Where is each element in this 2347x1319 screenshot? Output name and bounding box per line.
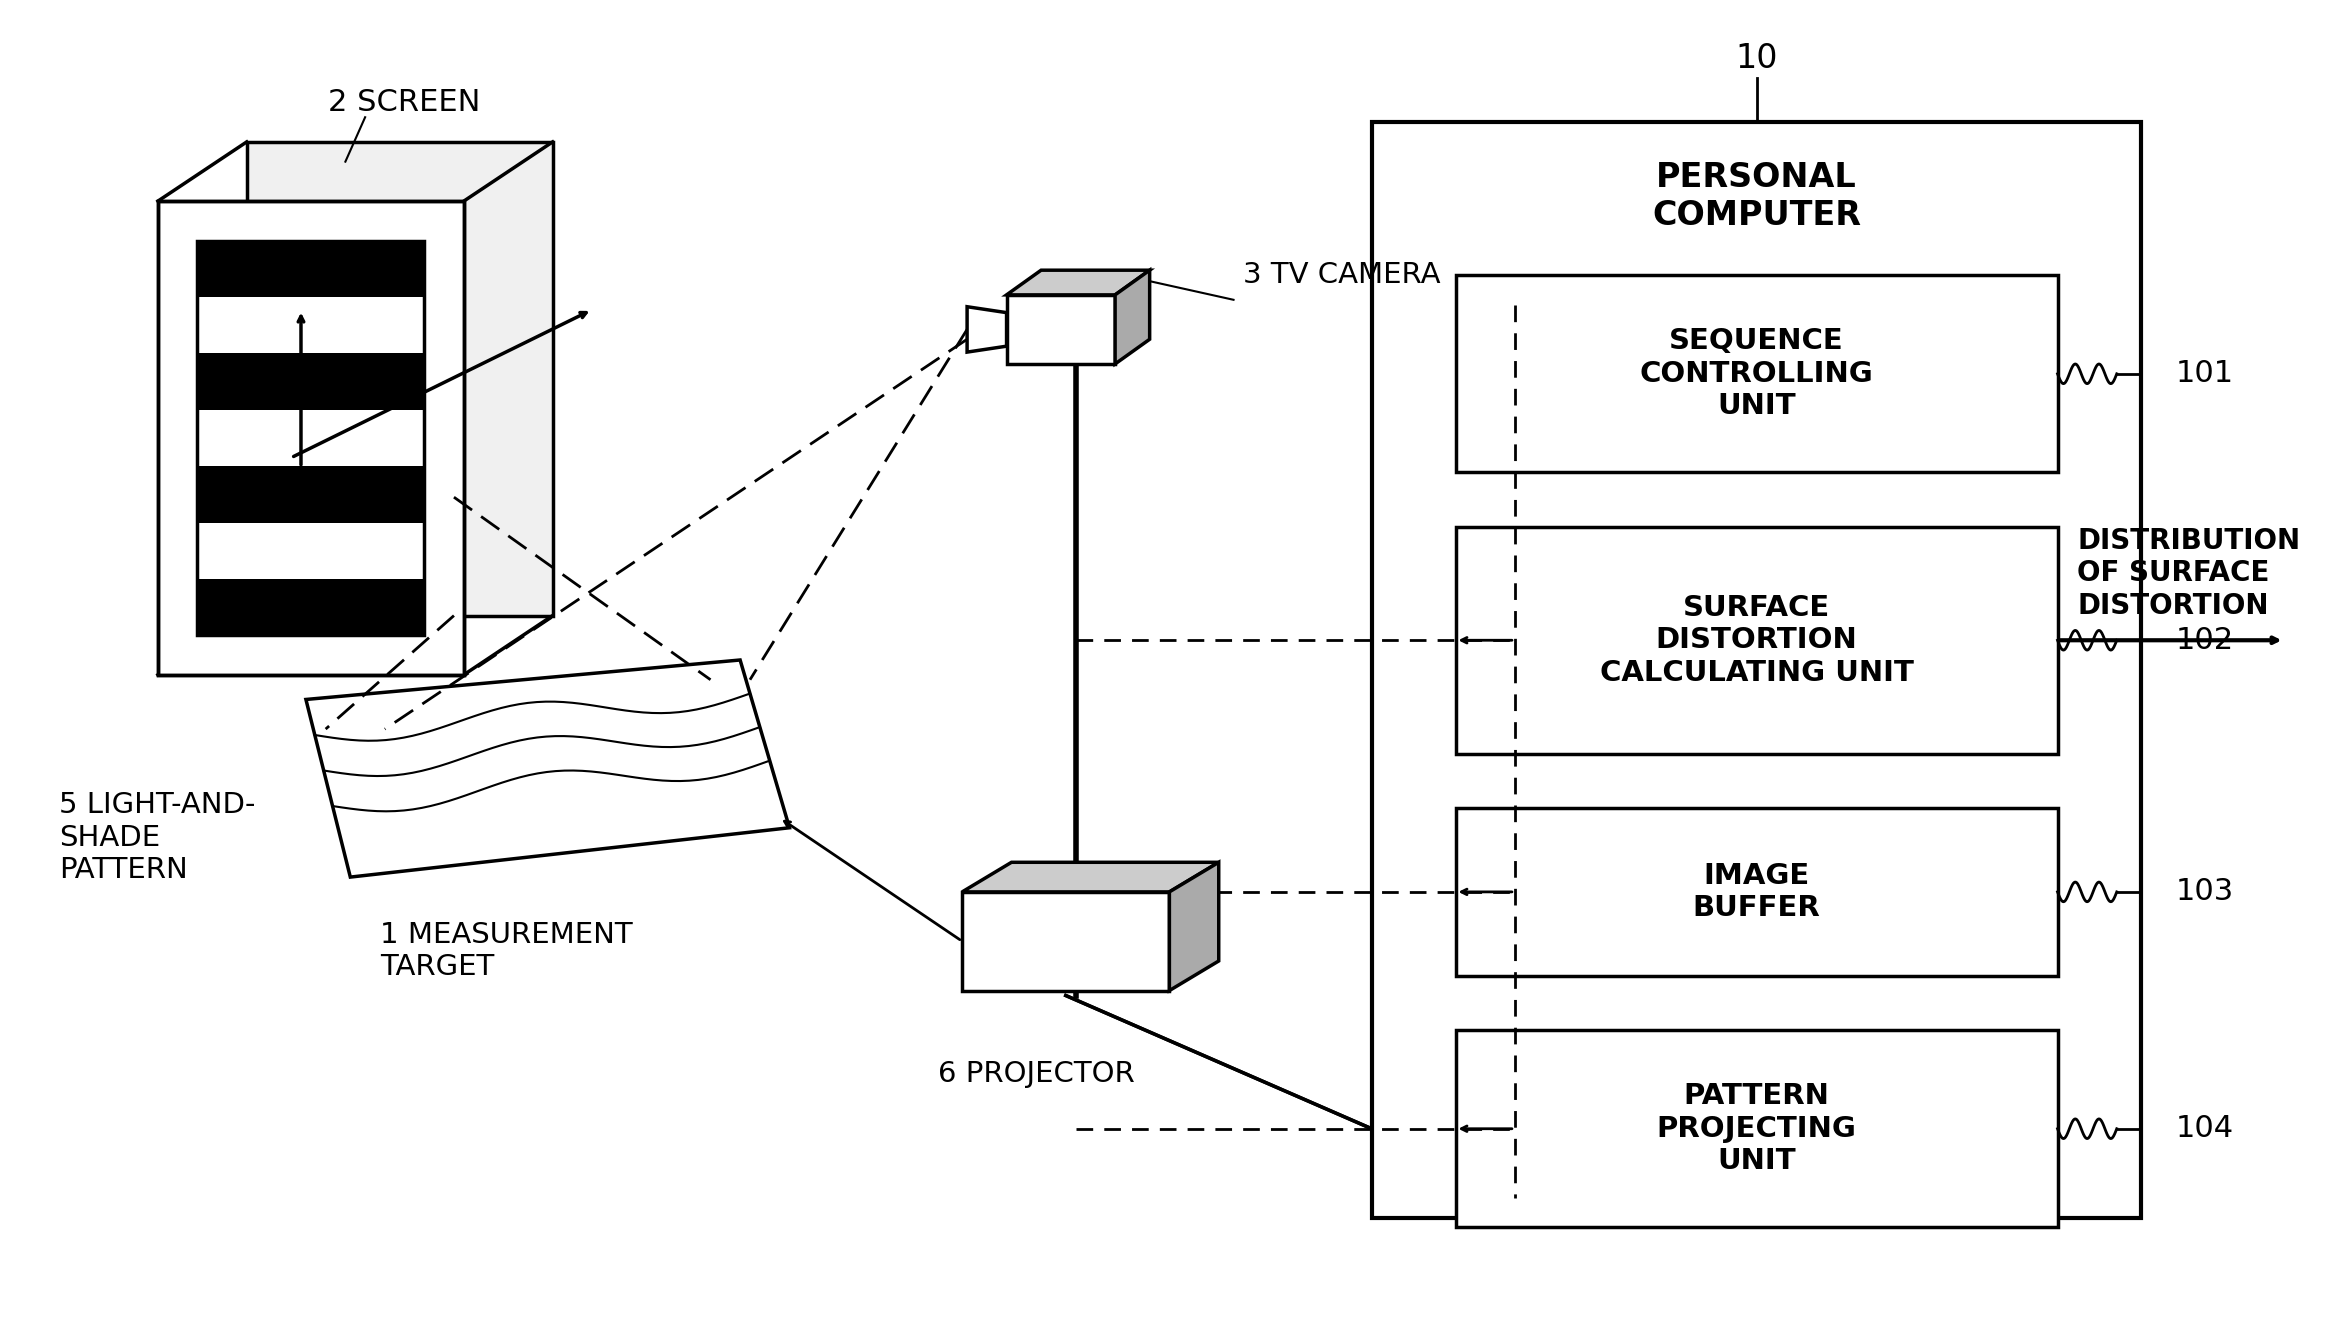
Text: PATTERN
PROJECTING
UNIT: PATTERN PROJECTING UNIT bbox=[1657, 1083, 1856, 1175]
Bar bbox=[197, 297, 425, 353]
Bar bbox=[1455, 1030, 2058, 1228]
Bar bbox=[157, 200, 465, 675]
Polygon shape bbox=[305, 660, 789, 877]
Bar bbox=[197, 410, 425, 466]
Polygon shape bbox=[1007, 295, 1115, 364]
Bar bbox=[1455, 276, 2058, 472]
Text: SEQUENCE
CONTROLLING
UNIT: SEQUENCE CONTROLLING UNIT bbox=[1641, 327, 1873, 421]
Text: DISTRIBUTION
OF SURFACE
DISTORTION: DISTRIBUTION OF SURFACE DISTORTION bbox=[2077, 526, 2300, 620]
Bar bbox=[197, 353, 425, 410]
Polygon shape bbox=[1115, 270, 1150, 364]
Text: PERSONAL
COMPUTER: PERSONAL COMPUTER bbox=[1652, 161, 1861, 232]
Text: 2 SCREEN: 2 SCREEN bbox=[329, 88, 481, 117]
Bar bbox=[197, 522, 425, 579]
Polygon shape bbox=[967, 307, 1007, 352]
Text: 6 PROJECTOR: 6 PROJECTOR bbox=[939, 1060, 1134, 1088]
Polygon shape bbox=[962, 863, 1218, 892]
Polygon shape bbox=[1169, 863, 1218, 991]
Bar bbox=[197, 240, 425, 636]
Text: 101: 101 bbox=[2176, 359, 2234, 388]
Text: SURFACE
DISTORTION
CALCULATING UNIT: SURFACE DISTORTION CALCULATING UNIT bbox=[1601, 594, 1913, 687]
Bar bbox=[197, 240, 425, 297]
Text: 3 TV CAMERA: 3 TV CAMERA bbox=[1244, 261, 1441, 289]
Bar bbox=[246, 142, 552, 616]
Bar bbox=[157, 200, 465, 675]
Polygon shape bbox=[962, 892, 1169, 991]
Polygon shape bbox=[1007, 270, 1150, 295]
Text: 1 MEASUREMENT
TARGET: 1 MEASUREMENT TARGET bbox=[380, 921, 634, 981]
Text: 102: 102 bbox=[2176, 625, 2234, 654]
Bar bbox=[197, 579, 425, 636]
Bar bbox=[1371, 123, 2140, 1217]
Bar bbox=[1455, 809, 2058, 976]
Text: 103: 103 bbox=[2176, 877, 2234, 906]
Text: IMAGE
BUFFER: IMAGE BUFFER bbox=[1692, 861, 1821, 922]
Bar bbox=[1455, 526, 2058, 753]
Bar bbox=[197, 466, 425, 522]
Text: 5 LIGHT-AND-
SHADE
PATTERN: 5 LIGHT-AND- SHADE PATTERN bbox=[59, 791, 256, 884]
Text: 104: 104 bbox=[2176, 1115, 2234, 1144]
Text: 10: 10 bbox=[1734, 41, 1777, 75]
